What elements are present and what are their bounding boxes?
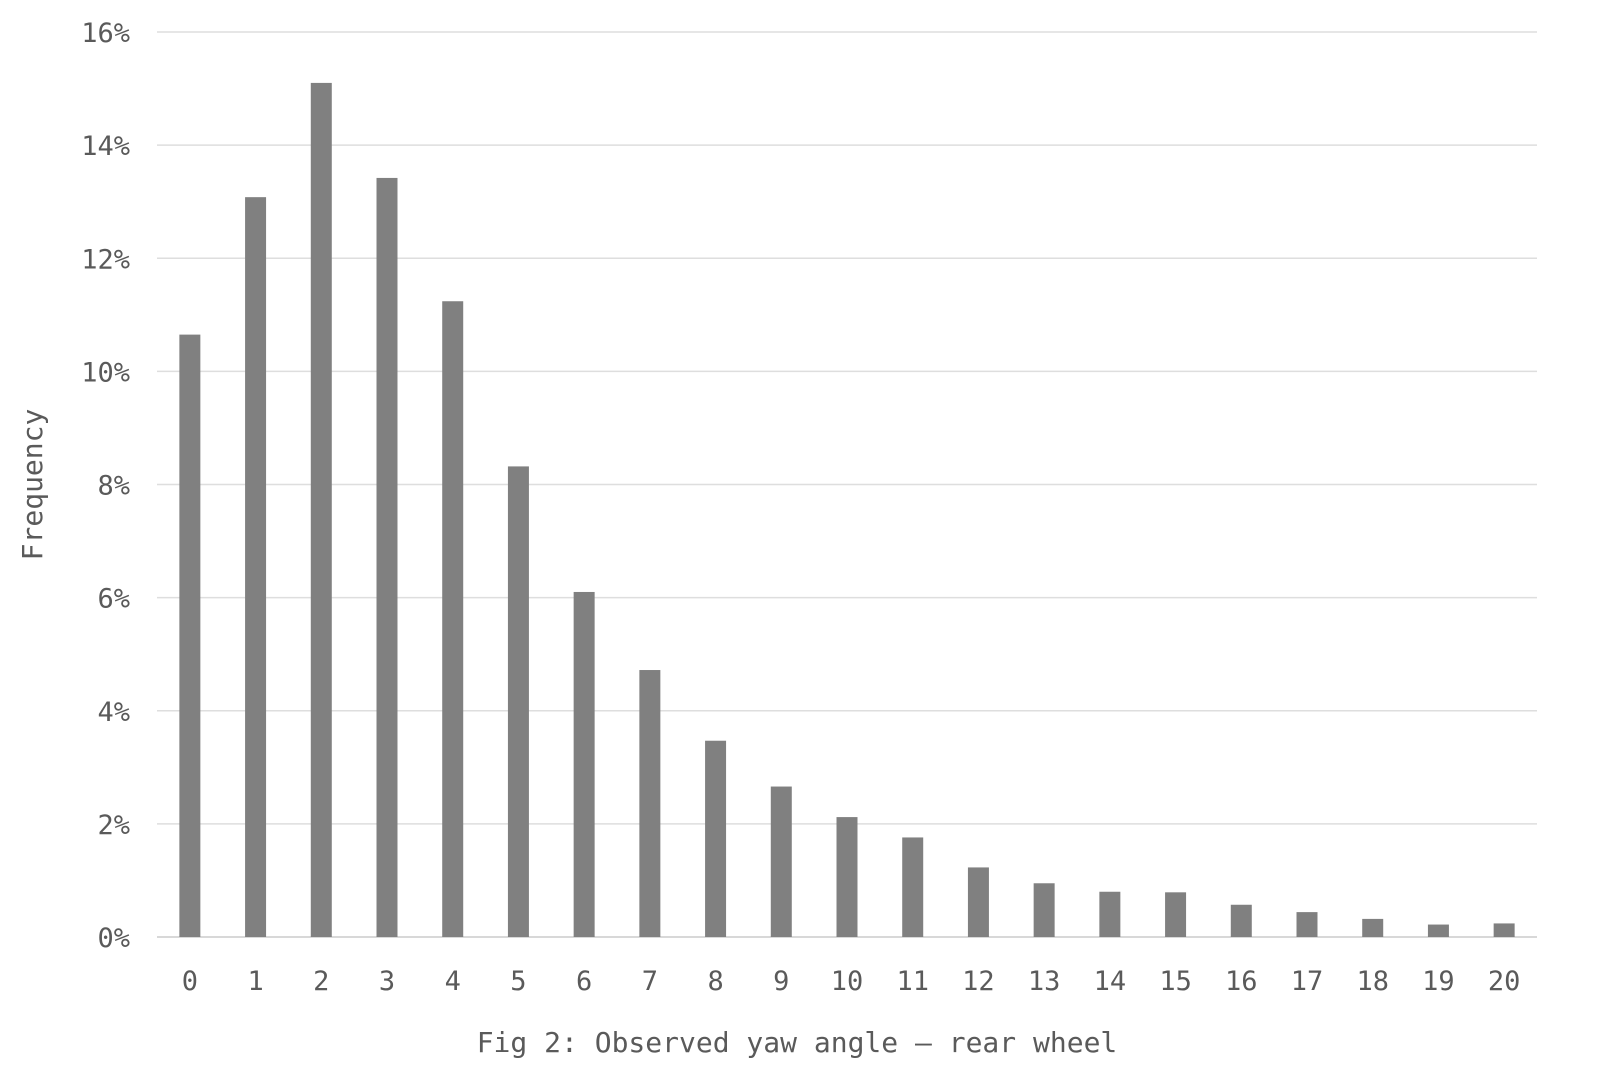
bars bbox=[179, 82, 1515, 938]
y-axis-ticks: 0% 2% 4% 6% 8% 10% 12% 14% 16% bbox=[81, 18, 130, 954]
bar bbox=[902, 837, 924, 937]
bar bbox=[245, 197, 267, 938]
x-tick-label: 14 bbox=[1094, 966, 1127, 997]
bar bbox=[179, 334, 201, 937]
bar bbox=[705, 740, 727, 937]
bar bbox=[376, 177, 398, 937]
x-tick-label: 18 bbox=[1356, 966, 1389, 997]
x-tick-label: 1 bbox=[247, 966, 263, 997]
y-tick-label: 2% bbox=[97, 810, 130, 841]
x-axis-title: Fig 2: Observed yaw angle — rear wheel bbox=[477, 1026, 1118, 1059]
x-tick-label: 5 bbox=[510, 966, 526, 997]
x-tick-label: 0 bbox=[182, 966, 198, 997]
bar bbox=[1296, 912, 1318, 937]
x-axis-ticks: 0 1 2 3 4 5 6 7 8 9 10 11 12 13 14 15 16 17 18 19 20 bbox=[182, 966, 1521, 997]
x-tick-label: 7 bbox=[642, 966, 658, 997]
x-tick-label: 9 bbox=[773, 966, 789, 997]
y-tick-label: 10% bbox=[81, 357, 130, 388]
bar bbox=[1362, 918, 1384, 937]
x-tick-label: 3 bbox=[379, 966, 395, 997]
x-tick-label: 15 bbox=[1159, 966, 1192, 997]
y-tick-label: 4% bbox=[97, 697, 130, 728]
x-tick-label: 6 bbox=[576, 966, 592, 997]
y-axis-title: Frequency bbox=[16, 409, 49, 561]
bar bbox=[836, 817, 858, 937]
x-tick-label: 2 bbox=[313, 966, 329, 997]
bar bbox=[639, 670, 661, 937]
bar bbox=[310, 82, 332, 937]
x-tick-label: 19 bbox=[1422, 966, 1455, 997]
gridlines bbox=[157, 31, 1537, 938]
bar bbox=[442, 301, 464, 937]
y-tick-label: 8% bbox=[97, 471, 130, 502]
bar bbox=[507, 466, 529, 937]
bar bbox=[1493, 923, 1515, 937]
bar bbox=[1165, 892, 1187, 937]
y-tick-label: 16% bbox=[81, 18, 130, 49]
bar bbox=[1427, 924, 1449, 937]
x-tick-label: 11 bbox=[896, 966, 929, 997]
x-tick-label: 17 bbox=[1291, 966, 1324, 997]
bar bbox=[770, 786, 792, 937]
bar bbox=[573, 591, 595, 937]
x-tick-label: 12 bbox=[962, 966, 995, 997]
bar bbox=[1099, 891, 1121, 937]
y-tick-label: 6% bbox=[97, 584, 130, 615]
x-tick-label: 20 bbox=[1488, 966, 1521, 997]
bar bbox=[1230, 904, 1252, 937]
y-tick-label: 12% bbox=[81, 244, 130, 275]
x-tick-label: 8 bbox=[707, 966, 723, 997]
x-tick-label: 16 bbox=[1225, 966, 1258, 997]
x-tick-label: 13 bbox=[1028, 966, 1061, 997]
x-tick-label: 10 bbox=[831, 966, 864, 997]
x-tick-label: 4 bbox=[445, 966, 461, 997]
bar bbox=[1033, 883, 1055, 937]
y-tick-label: 14% bbox=[81, 131, 130, 162]
y-tick-label: 0% bbox=[97, 923, 130, 954]
bar bbox=[967, 867, 989, 937]
